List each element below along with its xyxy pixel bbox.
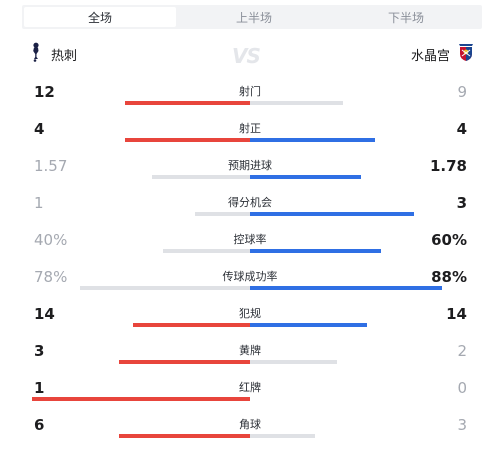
home-stat-value: 6 — [34, 416, 45, 434]
home-stat-value: 3 — [34, 342, 45, 360]
away-stat-value: 4 — [456, 120, 467, 138]
tab-first-half[interactable]: 上半场 — [235, 10, 272, 25]
home-stat-bar — [125, 138, 250, 142]
away-stat-bar — [250, 286, 442, 290]
home-stat-value: 4 — [34, 120, 45, 138]
team-header: 热刺 VS 水晶宫 — [0, 42, 500, 68]
stat-label: 黄牌 — [239, 344, 261, 357]
stat-row: 14 犯规 14 — [0, 305, 500, 342]
away-stat-bar — [250, 212, 414, 216]
away-team-name: 水晶宫 — [410, 48, 450, 64]
stat-row: 1.57 预期进球 1.78 — [0, 157, 500, 194]
stat-row: 4 射正 4 — [0, 120, 500, 157]
away-stat-value: 3 — [457, 416, 467, 434]
away-stat-value: 1.78 — [429, 157, 467, 175]
stat-row: 3 黄牌 2 — [0, 342, 500, 379]
home-stat-bar — [125, 101, 250, 105]
away-stat-bar — [250, 360, 337, 364]
home-stat-value: 12 — [34, 83, 55, 101]
home-stat-value: 1 — [34, 194, 44, 212]
home-team-name: 热刺 — [51, 48, 78, 64]
away-stat-value: 9 — [457, 83, 467, 101]
away-stat-bar — [250, 249, 381, 253]
stat-label: 犯规 — [239, 307, 261, 320]
home-stat-bar — [163, 249, 250, 253]
tab-full-match[interactable]: 全场 — [24, 7, 176, 27]
away-stat-bar — [250, 101, 343, 105]
home-stat-bar — [119, 360, 250, 364]
stat-row: 1 得分机会 3 — [0, 194, 500, 231]
away-stat-bar — [250, 175, 361, 179]
home-stat-value: 1 — [34, 379, 45, 397]
stat-row: 78% 传球成功率 88% — [0, 268, 500, 305]
stat-row: 12 射门 9 — [0, 83, 500, 120]
stat-label: 传球成功率 — [222, 270, 278, 283]
home-stat-bar — [80, 286, 250, 290]
away-stat-value: 2 — [457, 342, 467, 360]
stat-row: 1 红牌 0 — [0, 379, 500, 416]
spurs-crest-icon — [28, 42, 42, 66]
away-stat-bar — [250, 138, 375, 142]
home-stat-value: 14 — [34, 305, 55, 323]
stat-label: 预期进球 — [228, 159, 272, 172]
away-stat-value: 14 — [446, 305, 467, 323]
stat-label: 控球率 — [233, 233, 267, 246]
home-stat-bar — [133, 323, 250, 327]
home-stat-bar — [195, 212, 250, 216]
away-stat-value: 60% — [431, 231, 467, 249]
period-tabs: 全场 上半场 下半场 — [22, 5, 482, 29]
home-stat-value: 1.57 — [34, 157, 68, 175]
stat-row: 6 角球 3 — [0, 416, 500, 453]
home-stat-bar — [119, 434, 250, 438]
away-stat-bar — [250, 323, 367, 327]
stat-label: 红牌 — [239, 381, 261, 394]
home-stat-bar — [152, 175, 250, 179]
stat-label: 角球 — [239, 418, 261, 431]
stat-label: 射正 — [239, 122, 261, 135]
stat-label: 得分机会 — [228, 196, 272, 209]
away-stat-value: 3 — [456, 194, 467, 212]
home-team[interactable]: 热刺 — [28, 42, 77, 66]
away-stat-value: 0 — [457, 379, 467, 397]
away-team[interactable]: 水晶宫 — [411, 42, 474, 66]
home-stat-bar — [32, 397, 250, 401]
home-stat-value: 78% — [34, 268, 68, 286]
stat-label: 射门 — [239, 85, 261, 98]
stat-row: 40% 控球率 60% — [0, 231, 500, 268]
tab-second-half[interactable]: 下半场 — [387, 10, 424, 25]
crystal-palace-crest-icon — [458, 42, 474, 66]
away-stat-bar — [250, 434, 315, 438]
vs-mark: VS — [232, 44, 261, 68]
away-stat-value: 88% — [431, 268, 467, 286]
home-stat-value: 40% — [34, 231, 68, 249]
